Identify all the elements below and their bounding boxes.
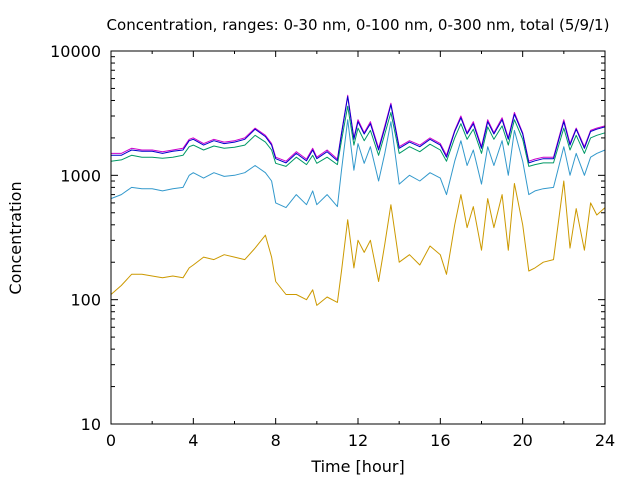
series-line-1 [111, 96, 606, 164]
x-tick-label: 12 [348, 431, 368, 450]
chart-title: Concentration, ranges: 0-30 nm, 0-100 nm… [107, 16, 610, 34]
y-tick-label: 100 [70, 291, 101, 310]
y-tick-label: 1000 [60, 166, 101, 185]
y-tick-label: 10 [81, 415, 101, 434]
x-axis: 0 4 8 12 16 20 24 [106, 51, 615, 450]
x-axis-label: Time [hour] [310, 457, 404, 476]
y-axis-label: Concentration [6, 181, 25, 294]
series-line-3 [110, 119, 606, 209]
x-tick-label: 4 [188, 431, 198, 450]
y-tick-label: 10000 [50, 42, 101, 61]
x-tick-label: 8 [271, 431, 281, 450]
x-tick-label: 0 [106, 431, 116, 450]
series-layer [110, 94, 606, 306]
series-line-4 [110, 180, 606, 306]
x-tick-label: 16 [430, 431, 450, 450]
series-line-2 [110, 105, 606, 167]
plot-frame [110, 50, 606, 425]
x-tick-label: 24 [595, 431, 615, 450]
x-tick-label: 20 [512, 431, 532, 450]
y-axis: 10 100 1000 10000 [50, 42, 605, 434]
